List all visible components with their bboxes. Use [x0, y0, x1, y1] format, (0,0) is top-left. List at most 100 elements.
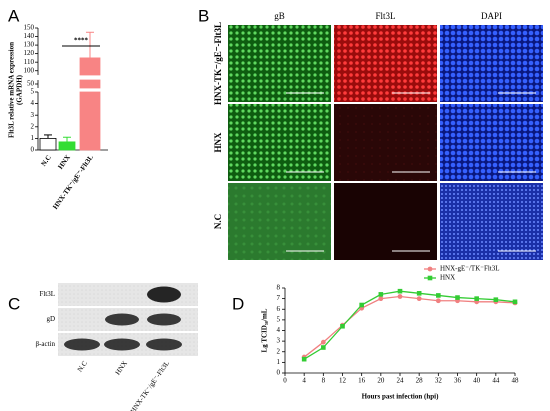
micrograph: [228, 104, 331, 181]
y-tick-label: 6: [277, 305, 281, 313]
bar: [39, 137, 57, 151]
marker: [378, 296, 384, 302]
x-tick-label: 32: [435, 377, 443, 385]
marker: [301, 356, 307, 362]
marker: [512, 299, 518, 305]
band: [147, 286, 181, 303]
bar: [79, 91, 101, 151]
protein-label: Flt3L: [39, 290, 55, 298]
series-line: [303, 290, 516, 360]
marker: [359, 302, 364, 308]
y-tick-label: 2: [31, 122, 35, 130]
y-tick-label: 5: [31, 88, 35, 96]
x-tick-label: 28: [416, 377, 424, 385]
marker: [320, 339, 326, 345]
panel-label: A: [8, 6, 20, 25]
y-tick-label: 130: [24, 41, 35, 49]
y-tick-label: 8: [277, 284, 281, 292]
y-tick-label: 120: [24, 49, 35, 57]
significance-label: ****: [74, 37, 89, 45]
x-tick-label: 48: [512, 377, 520, 385]
y-tick-label: 5: [277, 315, 281, 323]
column-header: Flt3L: [375, 11, 395, 21]
x-tick-label: 4: [302, 377, 306, 385]
y-tick-label: 150: [24, 24, 35, 32]
row-header: N.C: [213, 214, 223, 229]
micrograph: [334, 25, 437, 102]
micrograph: [228, 25, 331, 102]
y-axis-label: Flt3L relative mRNA expression: [8, 42, 16, 138]
micrograph: [440, 25, 543, 102]
bar: [58, 141, 76, 151]
panel-label: D: [232, 294, 244, 313]
x-tick-label: 12: [339, 377, 347, 385]
y-axis-label: Lg TCID₅₀/mL: [261, 308, 269, 352]
lane-label: HNX-TK⁻/gE⁻-Flt3L: [129, 359, 171, 411]
y-tick-label: 4: [277, 326, 281, 334]
marker: [321, 345, 326, 350]
column-header: DAPI: [481, 11, 502, 21]
x-tick-label: 8: [322, 377, 326, 385]
column-header: gB: [274, 11, 285, 21]
x-tick-label: 24: [397, 377, 405, 385]
micrograph: [440, 183, 543, 260]
marker: [378, 292, 384, 297]
marker: [427, 275, 433, 281]
band: [105, 313, 139, 326]
y-tick-label: 1: [277, 358, 281, 366]
legend-label: HNX: [440, 274, 455, 282]
legend-label: HNX-gE⁻/TK⁻Flt3L: [440, 265, 500, 273]
row-header: HNX-TK⁻/gE⁻-Flt3L: [213, 22, 223, 105]
micrograph: [334, 104, 437, 181]
protein-label: β-actin: [36, 340, 56, 348]
y-tick-label: 3: [277, 337, 281, 345]
band: [64, 338, 100, 351]
x-tick-label: 20: [377, 377, 385, 385]
bar: [79, 57, 101, 76]
protein-label: gD: [46, 315, 55, 323]
x-tick-label: 36: [454, 377, 462, 385]
y-tick-label: 50: [27, 80, 35, 88]
x-tick-label: N.C: [40, 153, 53, 167]
micrograph: [334, 183, 437, 260]
marker: [435, 298, 441, 304]
bar: [79, 79, 101, 89]
x-tick-label: 44: [492, 377, 500, 385]
marker: [436, 293, 441, 298]
x-tick-label: HNX: [56, 153, 71, 170]
marker: [474, 296, 479, 301]
micrograph: [440, 104, 543, 181]
series-line: [303, 295, 516, 358]
panel-label: B: [198, 6, 209, 25]
band: [104, 338, 140, 351]
lane-label: N.C: [76, 359, 89, 373]
y-tick-label: 7: [277, 294, 281, 302]
marker: [416, 296, 422, 302]
marker: [416, 291, 422, 296]
x-tick-label: 0: [283, 377, 287, 385]
marker: [397, 294, 403, 299]
x-tick-label: 16: [358, 377, 366, 385]
band: [147, 313, 181, 326]
y-tick-label: 140: [24, 32, 35, 40]
x-axis-label: Hours past infection (hpi): [362, 393, 439, 401]
band: [146, 338, 182, 351]
panel-label: C: [8, 294, 20, 313]
marker: [493, 297, 499, 302]
y-tick-label: 100: [24, 66, 35, 74]
y-axis-label: (GAPDH): [16, 74, 24, 105]
y-tick-label: 0: [31, 146, 35, 154]
y-tick-label: 3: [31, 111, 35, 119]
marker: [455, 295, 460, 300]
y-tick-label: 110: [24, 58, 35, 66]
lane-label: HNX: [114, 359, 129, 376]
x-tick-label: 40: [473, 377, 481, 385]
marker: [397, 288, 403, 294]
y-tick-label: 0: [277, 369, 281, 377]
micrograph: [228, 183, 331, 260]
y-tick-label: 1: [31, 134, 35, 142]
marker: [427, 266, 433, 272]
